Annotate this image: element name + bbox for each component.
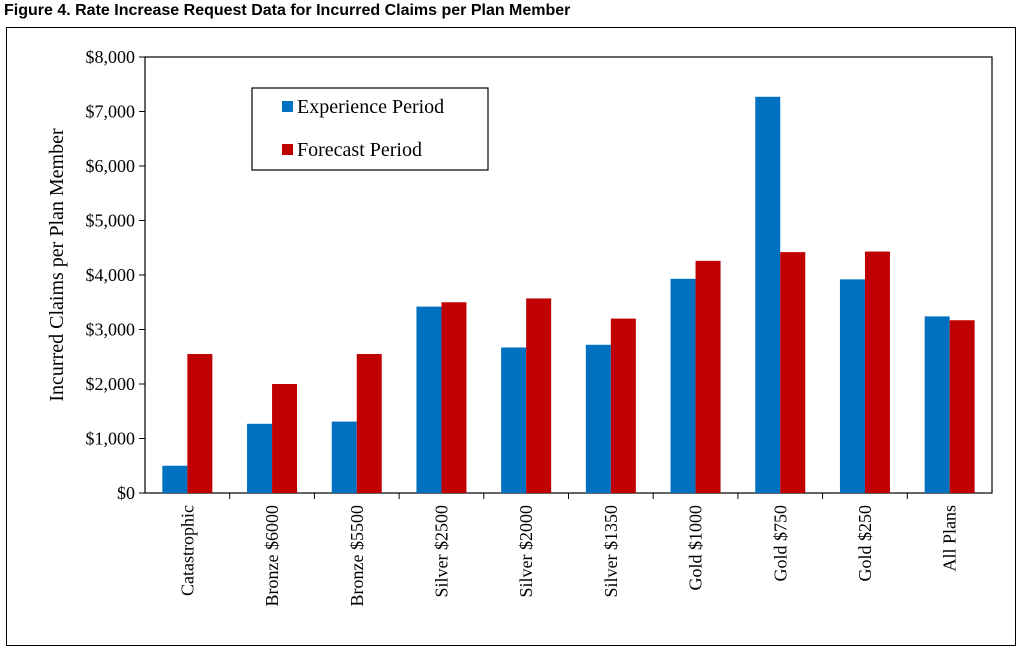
- y-tick-label: $4,000: [86, 265, 136, 285]
- bar-chart: Incurred Claims per Plan Member $0 $1,000…: [46, 47, 993, 606]
- bar-forecast-period: [187, 354, 213, 493]
- bar-forecast-period: [780, 252, 806, 493]
- legend-swatch-experience: [282, 101, 293, 112]
- bar-experience-period: [755, 96, 781, 493]
- y-tick-label: $7,000: [86, 102, 136, 122]
- x-tick-label: All Plans: [940, 505, 960, 572]
- bar-experience-period: [247, 423, 273, 493]
- bar-forecast-period: [441, 302, 467, 493]
- bar-forecast-period: [356, 354, 382, 493]
- y-tick-label: $0: [117, 483, 135, 503]
- x-tick-label: Gold $250: [855, 505, 875, 582]
- y-axis-title-group: Incurred Claims per Plan Member: [46, 128, 68, 402]
- legend: Experience Period Forecast Period: [251, 87, 489, 171]
- bar-forecast-period: [526, 298, 552, 493]
- bar-forecast-period: [610, 318, 636, 493]
- y-tick-label: $8,000: [86, 47, 136, 67]
- x-tick-label: Bronze $6000: [262, 505, 282, 606]
- y-tick-label: $3,000: [86, 320, 136, 340]
- plot-area: $0 $1,000 $2,000 $3,000 $4,000 $5,000 $6,000 $7…: [86, 47, 993, 606]
- bar-experience-period: [924, 316, 950, 493]
- x-tick-label: Gold $1000: [686, 505, 706, 591]
- x-tick-label: Silver $2000: [516, 505, 536, 598]
- bar-experience-period: [331, 421, 357, 493]
- y-tick-label: $6,000: [86, 156, 136, 176]
- bar-forecast-period: [695, 260, 721, 493]
- bar-experience-period: [670, 278, 696, 493]
- x-tick-label: Gold $750: [770, 505, 790, 582]
- x-tick-label: Catastrophic: [177, 505, 197, 596]
- bar-experience-period: [501, 347, 527, 493]
- bar-forecast-period: [864, 251, 890, 493]
- legend-label-experience: Experience Period: [297, 96, 444, 118]
- legend-swatch-forecast: [282, 144, 293, 155]
- x-tick-label: Silver $1350: [601, 505, 621, 598]
- chart-frame: Incurred Claims per Plan Member $0 $1,000…: [6, 27, 1016, 646]
- bar-forecast-period: [949, 320, 975, 493]
- x-tick-label: Bronze $5500: [347, 505, 367, 606]
- y-axis-title: Incurred Claims per Plan Member: [46, 128, 68, 402]
- bar-experience-period: [839, 279, 865, 493]
- bar-experience-period: [162, 465, 188, 493]
- bar-forecast-period: [272, 384, 298, 493]
- y-tick-label: $2,000: [86, 374, 136, 394]
- bar-experience-period: [416, 306, 442, 493]
- legend-label-forecast: Forecast Period: [297, 139, 422, 161]
- figure-title: Figure 4. Rate Increase Request Data for…: [4, 2, 571, 19]
- y-tick-label: $1,000: [86, 429, 136, 449]
- bar-experience-period: [585, 344, 611, 493]
- x-tick-label: Silver $2500: [431, 505, 451, 598]
- y-tick-label: $5,000: [86, 211, 136, 231]
